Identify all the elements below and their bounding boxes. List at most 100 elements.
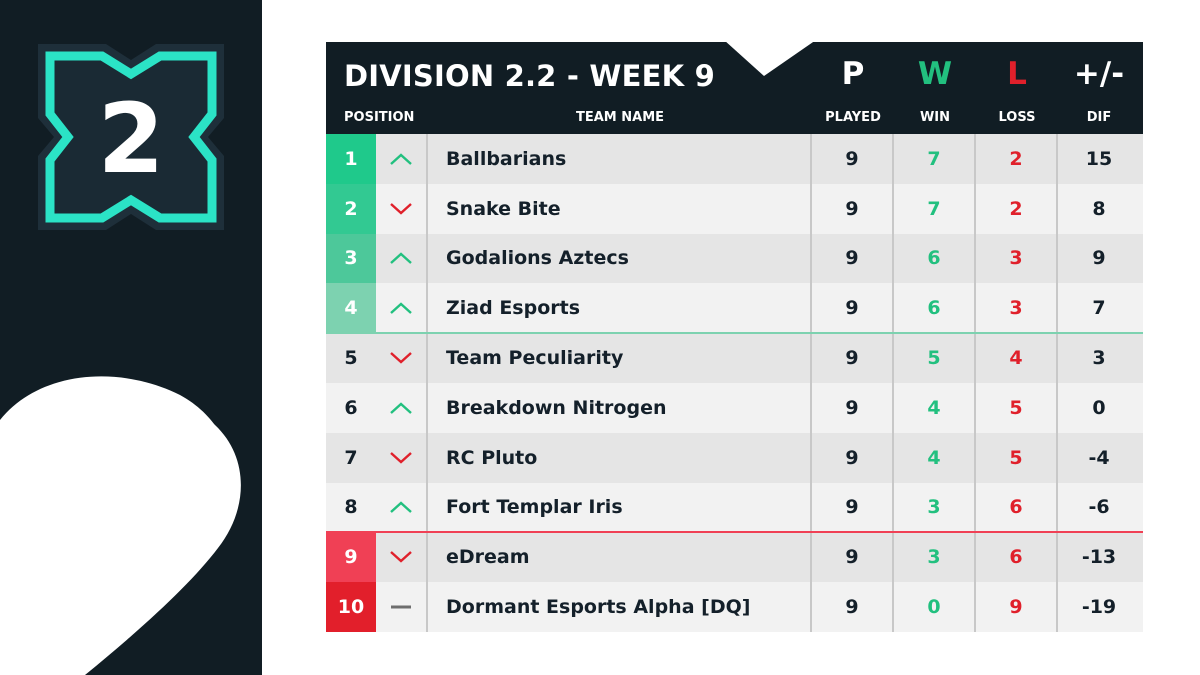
played-cell: 9 bbox=[812, 134, 894, 184]
trend-indicator bbox=[376, 383, 426, 433]
team-name-cell: Snake Bite bbox=[426, 183, 812, 234]
relegation-zone-divider bbox=[326, 531, 1143, 533]
loss-cell: 2 bbox=[976, 134, 1058, 184]
loss-cell: 4 bbox=[976, 333, 1058, 383]
loss-cell: 6 bbox=[976, 482, 1058, 533]
trend-indicator bbox=[376, 283, 426, 333]
loss-cell: 9 bbox=[976, 582, 1058, 632]
table-row: 9 eDream 9 3 6 -13 bbox=[326, 532, 1143, 583]
dif-abbr-header: +/- bbox=[1073, 56, 1125, 92]
left-brand-panel: 2 bbox=[0, 0, 262, 675]
win-cell: 5 bbox=[894, 333, 976, 383]
win-cell: 7 bbox=[894, 134, 976, 184]
dif-cell: 3 bbox=[1092, 347, 1106, 370]
dif-cell: 0 bbox=[1092, 396, 1106, 419]
played-cell: 9 bbox=[812, 382, 894, 433]
trend-indicator bbox=[376, 433, 426, 483]
trend-up-icon bbox=[390, 252, 412, 265]
trend-indicator bbox=[376, 582, 426, 632]
position-cell: 6 bbox=[344, 396, 358, 419]
trend-up-icon bbox=[390, 153, 412, 165]
position-column-header: POSITION bbox=[344, 110, 415, 125]
team-name-cell: Breakdown Nitrogen bbox=[426, 382, 812, 433]
loss-cell: 5 bbox=[976, 432, 1058, 483]
win-column-header: WIN bbox=[919, 110, 951, 125]
table-body: 1 Ballbarians 9 7 2 15 2 Snake Bite 9 7 … bbox=[326, 134, 1143, 632]
position-cell: 5 bbox=[344, 347, 358, 370]
loss-cell: 3 bbox=[976, 283, 1058, 334]
dif-cell: 7 bbox=[1092, 297, 1106, 320]
position-cell: 7 bbox=[344, 446, 358, 469]
table-row: 7 RC Pluto 9 4 5 -4 bbox=[326, 432, 1143, 483]
division-logo-frame bbox=[38, 44, 224, 230]
loss-abbr-header: L bbox=[1007, 56, 1027, 92]
position-cell: 9 bbox=[326, 532, 376, 583]
win-cell: 3 bbox=[894, 532, 976, 583]
played-column-header: PLAYED bbox=[825, 110, 881, 125]
trend-indicator bbox=[376, 234, 426, 284]
dif-cell: 9 bbox=[1092, 247, 1106, 270]
position-cell: 3 bbox=[326, 233, 376, 284]
table-header: DIVISION 2.2 - WEEK 9 P W L +/- POSITION… bbox=[326, 40, 1143, 134]
table-row: 4 Ziad Esports 9 6 3 7 bbox=[326, 283, 1143, 334]
win-cell: 4 bbox=[894, 432, 976, 483]
dif-cell: 8 bbox=[1092, 197, 1106, 220]
trend-up-icon bbox=[390, 402, 412, 414]
loss-cell: 5 bbox=[976, 382, 1058, 433]
division-logo-number: 2 bbox=[97, 83, 165, 195]
played-cell: 9 bbox=[812, 482, 894, 533]
win-cell: 0 bbox=[894, 582, 976, 632]
team-name-cell: Team Peculiarity bbox=[426, 333, 812, 383]
trend-indicator bbox=[376, 184, 426, 234]
trend-down-icon bbox=[390, 202, 412, 215]
trend-down-icon bbox=[390, 551, 412, 563]
position-cell: 1 bbox=[326, 134, 376, 184]
large-number-two-graphic bbox=[0, 376, 241, 675]
played-cell: 9 bbox=[812, 183, 894, 234]
team-name-cell: Ziad Esports bbox=[426, 283, 812, 334]
promotion-zone-divider bbox=[326, 332, 1143, 334]
position-cell: 4 bbox=[326, 283, 376, 334]
dif-column-header: DIF bbox=[1086, 110, 1112, 125]
table-title: DIVISION 2.2 - WEEK 9 bbox=[344, 59, 715, 93]
dif-cell: -6 bbox=[1088, 496, 1110, 519]
team-name-cell: RC Pluto bbox=[426, 432, 812, 483]
win-cell: 7 bbox=[894, 183, 976, 234]
played-cell: 9 bbox=[812, 432, 894, 483]
table-row: 5 Team Peculiarity 9 5 4 3 bbox=[326, 333, 1143, 383]
dif-cell: 15 bbox=[1085, 147, 1113, 170]
team-name-cell: eDream bbox=[426, 532, 812, 583]
team-name-cell: Godalions Aztecs bbox=[426, 233, 812, 284]
trend-same-icon bbox=[391, 605, 411, 609]
header-notch bbox=[724, 40, 816, 76]
win-cell: 3 bbox=[894, 482, 976, 533]
trend-up-icon bbox=[390, 501, 412, 514]
table-row: 1 Ballbarians 9 7 2 15 bbox=[326, 134, 1143, 184]
trend-indicator bbox=[376, 333, 426, 383]
trend-down-icon bbox=[390, 352, 412, 364]
position-cell: 2 bbox=[326, 183, 376, 234]
played-cell: 9 bbox=[812, 283, 894, 334]
trend-indicator bbox=[376, 532, 426, 582]
win-cell: 6 bbox=[894, 233, 976, 284]
dif-cell: -4 bbox=[1088, 446, 1110, 469]
played-cell: 9 bbox=[812, 233, 894, 284]
position-cell: 10 bbox=[326, 582, 376, 632]
win-cell: 6 bbox=[894, 283, 976, 334]
loss-column-header: LOSS bbox=[998, 110, 1036, 125]
position-cell: 8 bbox=[344, 496, 358, 519]
win-abbr-header: W bbox=[917, 56, 953, 92]
played-cell: 9 bbox=[812, 582, 894, 632]
played-cell: 9 bbox=[812, 532, 894, 583]
loss-cell: 3 bbox=[976, 233, 1058, 284]
table-row: 8 Fort Templar Iris 9 3 6 -6 bbox=[326, 482, 1143, 533]
team-name-cell: Dormant Esports Alpha [DQ] bbox=[426, 582, 812, 632]
table-row: 6 Breakdown Nitrogen 9 4 5 0 bbox=[326, 382, 1143, 433]
team-column-header: TEAM NAME bbox=[575, 110, 665, 125]
table-row: 10 Dormant Esports Alpha [DQ] 9 0 9 -19 bbox=[326, 582, 1143, 632]
win-cell: 4 bbox=[894, 382, 976, 433]
loss-cell: 2 bbox=[976, 183, 1058, 234]
trend-indicator bbox=[376, 483, 426, 533]
trend-up-icon bbox=[390, 302, 412, 315]
loss-cell: 6 bbox=[976, 532, 1058, 583]
